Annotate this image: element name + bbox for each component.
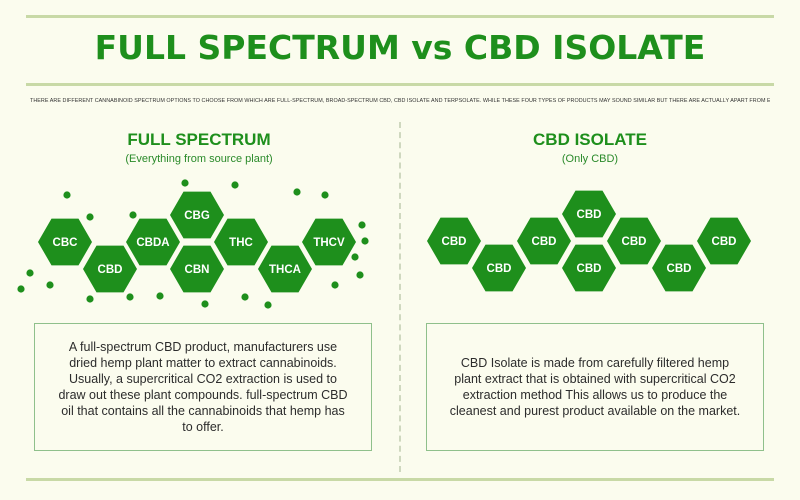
cannabinoid-dot: [356, 271, 364, 279]
cannabinoid-dot: [361, 237, 369, 245]
hexagon-shape: [697, 217, 751, 265]
full-spectrum-heading: FULL SPECTRUM: [127, 130, 271, 149]
hexagon-label: CBD: [577, 263, 602, 275]
hexagon-label: CBD: [712, 236, 737, 248]
cbd-isolate-diagram: CBD CBD CBD CBD CBD CBD CBD CBD: [405, 175, 795, 315]
page-title: FULL SPECTRUM vs CBD ISOLATE: [94, 28, 706, 67]
cannabinoid-dot: [26, 269, 34, 277]
cannabinoid-dot: [293, 188, 301, 196]
hexagon-label: CBD: [622, 236, 647, 248]
fs-hex-thcv: THCV: [302, 218, 356, 266]
cannabinoid-dot: [63, 191, 71, 199]
full-spectrum-subheading: (Everything from source plant): [125, 153, 273, 165]
iso-hex-cbd: CBD: [562, 244, 616, 292]
full-spectrum-diagram: CBC CBD CBDA CBG CBN THC THCA THCV: [5, 175, 395, 315]
fs-hex-cbg: CBG: [170, 191, 224, 239]
cbd-isolate-heading: CBD ISOLATE: [533, 130, 647, 149]
cannabinoid-dot: [46, 281, 54, 289]
iso-hex-cbd: CBD: [607, 217, 661, 265]
cannabinoid-dot: [181, 179, 189, 187]
iso-hex-cbd: CBD: [427, 217, 481, 265]
cannabinoid-dot: [156, 292, 164, 300]
cannabinoid-dot: [321, 191, 329, 199]
hexagon-shape: [126, 218, 180, 266]
cannabinoid-dot: [86, 213, 94, 221]
hexagon-shape: [652, 244, 706, 292]
fs-hex-cbd: CBD: [83, 245, 137, 293]
cbd-isolate-description-box: CBD Isolate is made from carefully filte…: [426, 323, 764, 451]
cannabinoid-dot: [129, 211, 137, 219]
intro-text: There are different cannabinoid spectrum…: [30, 98, 770, 104]
hexagon-label: CBN: [185, 264, 210, 276]
hexagon-shape: [170, 191, 224, 239]
cannabinoid-dot: [358, 221, 366, 229]
fs-hex-cbc: CBC: [38, 218, 92, 266]
hexagon-label: THC: [229, 237, 253, 249]
iso-hex-cbd: CBD: [562, 190, 616, 238]
cbd-isolate-description: CBD Isolate is made from carefully filte…: [449, 356, 741, 418]
cbd-isolate-hexagons: CBD CBD CBD CBD CBD CBD CBD CBD: [427, 190, 751, 292]
hexagon-shape: [214, 218, 268, 266]
cbd-isolate-subheading: (Only CBD): [561, 153, 619, 165]
hexagon-shape: [517, 217, 571, 265]
hexagon-label: CBD: [532, 236, 557, 248]
hexagon-shape: [562, 244, 616, 292]
cannabinoid-dot: [331, 281, 339, 289]
hexagon-shape: [562, 190, 616, 238]
cannabinoid-dot: [264, 301, 272, 309]
cannabinoid-dot: [241, 293, 249, 301]
full-spectrum-description-box: A full-spectrum CBD product, manufacture…: [34, 323, 372, 451]
top-rule: [26, 15, 774, 18]
fs-hex-thca: THCA: [258, 245, 312, 293]
hexagon-label: CBD: [577, 209, 602, 221]
iso-hex-cbd: CBD: [517, 217, 571, 265]
hexagon-label: THCV: [313, 237, 345, 249]
cannabinoid-dot: [17, 285, 25, 293]
hexagon-label: CBD: [487, 263, 512, 275]
hexagon-shape: [83, 245, 137, 293]
bottom-rule: [26, 478, 774, 481]
hexagon-label: CBDA: [136, 237, 169, 249]
cannabinoid-dot: [126, 293, 134, 301]
hexagon-shape: [427, 217, 481, 265]
iso-hex-cbd: CBD: [472, 244, 526, 292]
iso-hex-cbd: CBD: [652, 244, 706, 292]
fs-hex-thc: THC: [214, 218, 268, 266]
hexagon-shape: [472, 244, 526, 292]
hexagon-shape: [302, 218, 356, 266]
fs-hex-cbn: CBN: [170, 245, 224, 293]
hexagon-shape: [258, 245, 312, 293]
column-divider: [399, 122, 401, 472]
hexagon-label: CBD: [667, 263, 692, 275]
hexagon-label: CBG: [184, 210, 210, 222]
hexagon-label: CBD: [98, 264, 123, 276]
hexagon-label: THCA: [269, 264, 301, 276]
cannabinoid-dot: [86, 295, 94, 303]
cannabinoid-dot: [231, 181, 239, 189]
hexagon-label: CBD: [442, 236, 467, 248]
full-spectrum-hexagons: CBC CBD CBDA CBG CBN THC THCA THCV: [17, 179, 369, 309]
iso-hex-cbd: CBD: [697, 217, 751, 265]
cannabinoid-dot: [351, 253, 359, 261]
hexagon-shape: [38, 218, 92, 266]
full-spectrum-description: A full-spectrum CBD product, manufacture…: [58, 340, 348, 434]
title-rule: [26, 83, 774, 86]
hexagon-shape: [607, 217, 661, 265]
hexagon-shape: [170, 245, 224, 293]
fs-hex-cbda: CBDA: [126, 218, 180, 266]
hexagon-label: CBC: [53, 237, 78, 249]
cannabinoid-dot: [201, 300, 209, 308]
